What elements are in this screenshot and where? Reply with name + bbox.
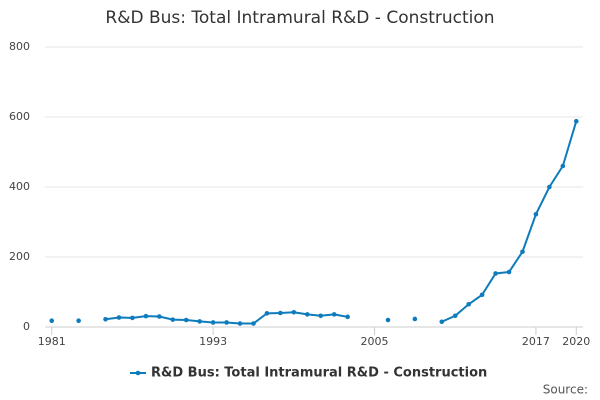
data-point — [183, 317, 189, 323]
data-point — [479, 292, 485, 298]
chart-title: R&D Bus: Total Intramural R&D - Construc… — [105, 8, 494, 28]
data-point — [210, 320, 216, 325]
data-point — [560, 163, 566, 169]
data-point — [304, 312, 310, 317]
data-point — [439, 319, 445, 325]
data-point — [76, 318, 81, 324]
data-point — [49, 318, 55, 324]
data-point — [291, 310, 297, 315]
source: Source: — [543, 383, 588, 397]
data-point — [278, 310, 283, 316]
data-point — [237, 321, 243, 326]
data-point — [224, 320, 229, 325]
data-point — [533, 212, 539, 217]
data-point — [412, 316, 418, 322]
y-tick-label: 400 — [9, 180, 30, 193]
data-point — [331, 312, 337, 317]
data-point — [573, 118, 579, 124]
data-point — [452, 313, 458, 319]
x-tick-label: 1981 — [38, 335, 66, 348]
data-point — [318, 313, 324, 319]
x-tick-label: 2005 — [361, 335, 389, 348]
data-point — [520, 249, 525, 255]
legend-label: R&D Bus: Total Intramural R&D - Construc… — [151, 366, 487, 381]
data-point — [466, 301, 471, 307]
data-point — [170, 317, 176, 322]
data-point — [264, 311, 270, 316]
data-point — [493, 271, 498, 276]
data-point — [143, 313, 149, 319]
y-tick-label: 0 — [23, 320, 30, 333]
y-tick-label: 800 — [9, 40, 30, 53]
data-point — [130, 315, 135, 321]
data-point — [506, 269, 512, 275]
x-tick-label: 2017 — [522, 335, 550, 348]
x-tick-label: 1993 — [199, 335, 227, 348]
data-point — [103, 317, 108, 322]
series-line — [105, 120, 578, 325]
data-point — [197, 319, 202, 324]
y-tick-label: 200 — [9, 250, 30, 263]
y-tick-label: 600 — [9, 110, 30, 123]
data-point — [345, 314, 350, 320]
legend-dot — [135, 370, 141, 376]
data-point — [116, 315, 122, 320]
data-point — [251, 321, 256, 326]
data-point — [547, 184, 552, 190]
data-point — [157, 314, 162, 319]
data-point — [385, 317, 391, 323]
x-tick-label: 2020 — [562, 335, 590, 348]
